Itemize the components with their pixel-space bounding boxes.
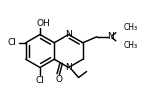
Text: OH: OH [36, 19, 50, 28]
Text: CH₃: CH₃ [124, 23, 138, 32]
Text: N: N [65, 63, 72, 72]
Text: Cl: Cl [36, 76, 44, 85]
Text: O: O [56, 75, 63, 84]
Text: CH₃: CH₃ [124, 41, 138, 50]
Text: Cl: Cl [7, 38, 16, 47]
Text: N: N [107, 32, 114, 41]
Text: N: N [65, 30, 72, 39]
